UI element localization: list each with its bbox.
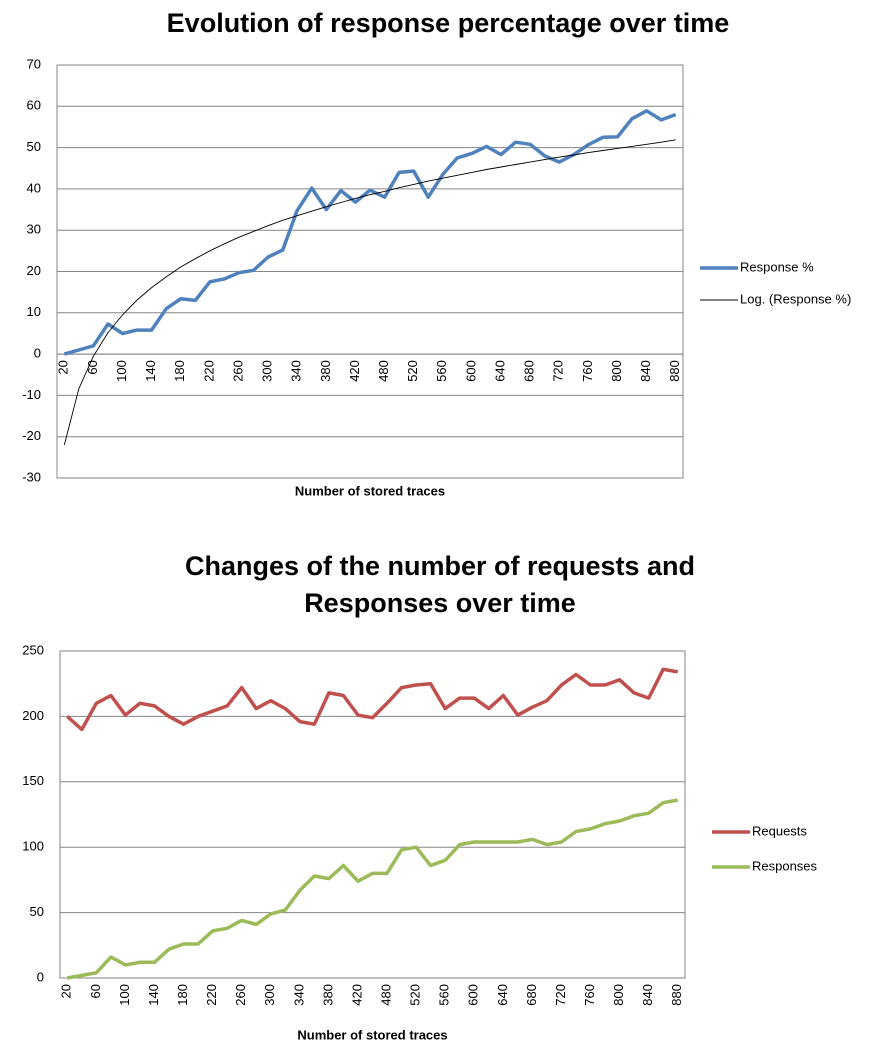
y-tick-label: 50 bbox=[30, 904, 44, 919]
y-tick-label: -10 bbox=[22, 387, 41, 402]
x-tick-label: 520 bbox=[405, 360, 420, 382]
legend-label: Log. (Response %) bbox=[740, 291, 851, 306]
x-tick-label: 680 bbox=[524, 984, 539, 1006]
chart-title: Evolution of response percentage over ti… bbox=[167, 8, 730, 38]
x-tick-label: 260 bbox=[230, 360, 245, 382]
x-tick-label: 720 bbox=[551, 360, 566, 382]
x-tick-label: 300 bbox=[260, 360, 275, 382]
y-tick-label: 100 bbox=[22, 839, 44, 854]
x-tick-label: 60 bbox=[85, 360, 100, 374]
x-tick-label: 380 bbox=[318, 360, 333, 382]
y-tick-label: 50 bbox=[27, 139, 41, 154]
y-tick-label: 0 bbox=[37, 969, 44, 984]
y-tick-label: 60 bbox=[27, 98, 41, 113]
x-tick-label: 180 bbox=[175, 984, 190, 1006]
y-tick-label: 150 bbox=[22, 773, 44, 788]
x-tick-label: 520 bbox=[408, 984, 423, 1006]
series-line bbox=[66, 798, 679, 980]
series-line bbox=[66, 667, 679, 732]
x-tick-label: 420 bbox=[349, 984, 364, 1006]
x-tick-label: 800 bbox=[609, 360, 624, 382]
x-tick-label: 60 bbox=[88, 984, 103, 998]
x-tick-label: 220 bbox=[201, 360, 216, 382]
x-tick-label: 260 bbox=[233, 984, 248, 1006]
y-tick-label: 20 bbox=[27, 263, 41, 278]
plot-border bbox=[56, 64, 684, 479]
legend-label: Responses bbox=[752, 858, 818, 873]
x-tick-label: 760 bbox=[582, 984, 597, 1006]
x-tick-label: 140 bbox=[143, 360, 158, 382]
x-tick-label: 600 bbox=[463, 360, 478, 382]
x-tick-label: 180 bbox=[172, 360, 187, 382]
x-tick-label: 300 bbox=[262, 984, 277, 1006]
x-tick-label: 800 bbox=[611, 984, 626, 1006]
x-tick-label: 600 bbox=[466, 984, 481, 1006]
x-tick-label: 420 bbox=[347, 360, 362, 382]
x-tick-label: 560 bbox=[434, 360, 449, 382]
x-tick-label: 880 bbox=[667, 360, 682, 382]
x-tick-label: 340 bbox=[289, 360, 304, 382]
y-tick-label: 40 bbox=[27, 180, 41, 195]
x-tick-label: 340 bbox=[291, 984, 306, 1006]
x-tick-label: 880 bbox=[669, 984, 684, 1006]
x-tick-label: 840 bbox=[638, 360, 653, 382]
y-tick-label: 30 bbox=[27, 222, 41, 237]
x-tick-label: 20 bbox=[56, 360, 71, 374]
x-tick-label: 640 bbox=[495, 984, 510, 1006]
x-tick-label: 220 bbox=[204, 984, 219, 1006]
y-tick-label: -30 bbox=[22, 469, 41, 484]
legend-label: Response % bbox=[740, 259, 814, 274]
x-tick-label: 560 bbox=[437, 984, 452, 1006]
x-tick-label: 480 bbox=[378, 984, 393, 1006]
plot-border bbox=[59, 650, 686, 979]
legend-label: Requests bbox=[752, 823, 807, 838]
trendline bbox=[63, 139, 676, 446]
y-tick-label: 250 bbox=[22, 642, 44, 657]
x-tick-label: 140 bbox=[146, 984, 161, 1006]
y-tick-label: 0 bbox=[34, 346, 41, 361]
x-tick-label: 380 bbox=[320, 984, 335, 1006]
y-tick-label: 200 bbox=[22, 708, 44, 723]
x-tick-label: 100 bbox=[117, 984, 132, 1006]
y-tick-label: 70 bbox=[27, 56, 41, 71]
y-tick-label: -20 bbox=[22, 428, 41, 443]
x-tick-label: 480 bbox=[376, 360, 391, 382]
x-axis-title: Number of stored traces bbox=[297, 1027, 447, 1042]
chart-title: Responses over time bbox=[304, 588, 576, 618]
x-tick-label: 100 bbox=[114, 360, 129, 382]
chart-title: Changes of the number of requests and bbox=[185, 551, 695, 581]
x-tick-label: 20 bbox=[59, 984, 74, 998]
x-tick-label: 720 bbox=[553, 984, 568, 1006]
x-axis-title: Number of stored traces bbox=[295, 483, 445, 498]
x-tick-label: 640 bbox=[492, 360, 507, 382]
x-tick-label: 680 bbox=[522, 360, 537, 382]
y-tick-label: 10 bbox=[27, 304, 41, 319]
x-tick-label: 760 bbox=[580, 360, 595, 382]
x-tick-label: 840 bbox=[640, 984, 655, 1006]
